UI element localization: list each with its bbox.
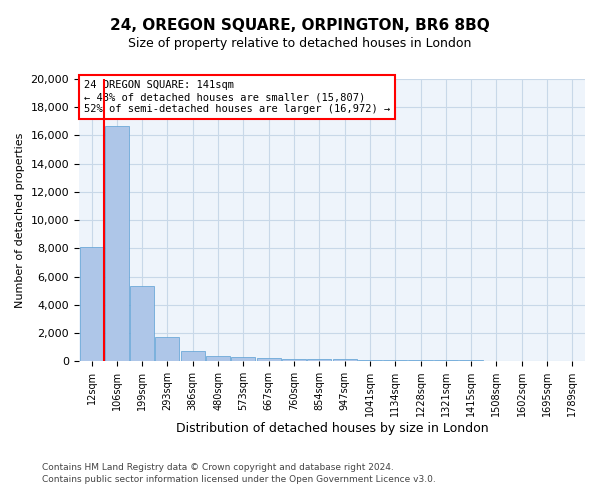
- Bar: [409, 360, 433, 361]
- Bar: [307, 359, 331, 361]
- Bar: [434, 360, 458, 361]
- Bar: [105, 126, 129, 361]
- Bar: [510, 360, 534, 361]
- Bar: [383, 360, 407, 361]
- Text: Size of property relative to detached houses in London: Size of property relative to detached ho…: [128, 38, 472, 51]
- X-axis label: Distribution of detached houses by size in London: Distribution of detached houses by size …: [176, 422, 488, 435]
- Bar: [155, 336, 179, 361]
- Bar: [232, 358, 256, 361]
- Bar: [282, 359, 306, 361]
- Bar: [130, 286, 154, 361]
- Bar: [535, 360, 559, 361]
- Bar: [459, 360, 483, 361]
- Y-axis label: Number of detached properties: Number of detached properties: [15, 132, 25, 308]
- Bar: [206, 356, 230, 361]
- Bar: [80, 247, 104, 361]
- Bar: [332, 360, 356, 361]
- Bar: [257, 358, 281, 361]
- Text: Contains public sector information licensed under the Open Government Licence v3: Contains public sector information licen…: [42, 475, 436, 484]
- Text: Contains HM Land Registry data © Crown copyright and database right 2024.: Contains HM Land Registry data © Crown c…: [42, 464, 394, 472]
- Text: 24 OREGON SQUARE: 141sqm
← 48% of detached houses are smaller (15,807)
52% of se: 24 OREGON SQUARE: 141sqm ← 48% of detach…: [84, 80, 390, 114]
- Bar: [181, 352, 205, 361]
- Bar: [358, 360, 382, 361]
- Text: 24, OREGON SQUARE, ORPINGTON, BR6 8BQ: 24, OREGON SQUARE, ORPINGTON, BR6 8BQ: [110, 18, 490, 32]
- Bar: [484, 360, 508, 361]
